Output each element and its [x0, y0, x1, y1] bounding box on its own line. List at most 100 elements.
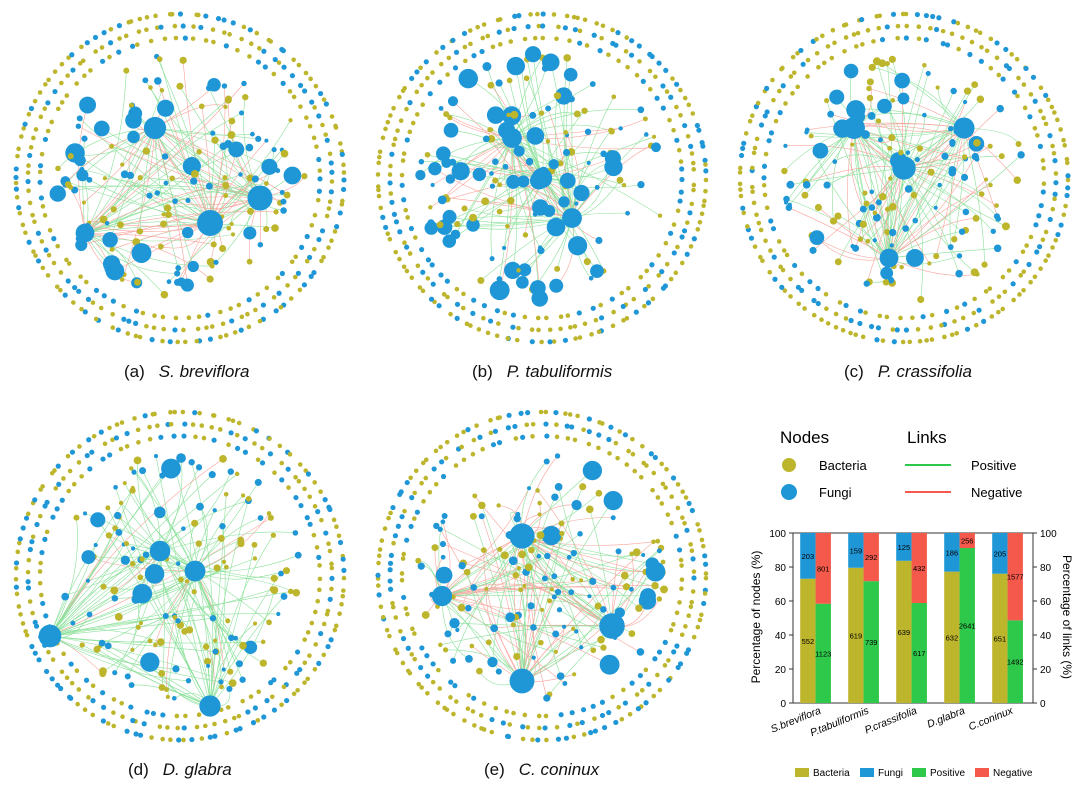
network-node — [431, 466, 437, 472]
network-node — [383, 126, 388, 132]
network-node — [907, 339, 913, 345]
network-node — [107, 452, 113, 458]
network-node — [487, 134, 496, 143]
caption-d: (d) D. glabra — [128, 760, 232, 780]
network-node — [865, 238, 871, 244]
network-node — [225, 705, 231, 710]
network-node — [559, 530, 565, 537]
network-node — [689, 151, 695, 156]
network-node — [55, 165, 61, 172]
network-node — [586, 160, 591, 166]
network-node — [575, 721, 580, 727]
network-node — [117, 221, 124, 229]
network-node — [132, 416, 137, 421]
network-node — [398, 118, 404, 124]
network-node — [536, 327, 541, 333]
network-node — [291, 94, 297, 100]
bar-bacteria — [944, 571, 960, 703]
network-node — [770, 77, 775, 83]
network-node — [872, 57, 881, 66]
network-node — [535, 737, 541, 743]
network-node — [414, 509, 420, 515]
network-node — [309, 99, 315, 105]
network-node — [42, 536, 48, 542]
network-node — [213, 564, 221, 572]
network-node — [990, 228, 996, 234]
network-node — [414, 89, 420, 95]
data-label-fungi: 186 — [946, 548, 959, 557]
y-tick-label-right: 40 — [1040, 631, 1052, 642]
network-node — [402, 240, 407, 246]
positive-link — [194, 570, 243, 680]
network-node — [820, 33, 825, 39]
network-node — [246, 258, 253, 265]
network-node — [805, 57, 811, 63]
network-node — [50, 657, 56, 662]
network-node — [917, 338, 923, 344]
network-node — [656, 596, 663, 602]
network-node — [281, 684, 287, 690]
network-node — [936, 15, 942, 21]
network-node — [675, 482, 681, 487]
network-node — [195, 464, 203, 471]
network-node — [205, 182, 213, 190]
network-node — [545, 138, 551, 144]
positive-link — [57, 127, 156, 169]
network-node — [208, 471, 216, 479]
network-node — [341, 567, 347, 573]
network-node — [894, 327, 900, 333]
network-node — [799, 287, 805, 294]
network-node — [329, 179, 335, 184]
bar-bacteria — [992, 573, 1008, 703]
positive-link — [180, 579, 211, 707]
network-node — [237, 536, 245, 544]
positive-link — [154, 127, 270, 168]
network-node — [20, 621, 26, 626]
network-node — [594, 21, 600, 26]
network-node — [454, 301, 461, 307]
network-node — [76, 460, 82, 465]
network-node — [703, 162, 708, 167]
network-node — [489, 183, 496, 189]
network-node — [904, 23, 910, 29]
positive-link — [84, 90, 163, 234]
network-node — [445, 174, 456, 184]
network-node — [209, 425, 215, 430]
network-node — [561, 624, 567, 629]
network-node — [676, 147, 682, 153]
network-node — [884, 314, 890, 320]
network-node — [81, 135, 88, 142]
positive-link — [194, 570, 297, 593]
network-node — [228, 306, 233, 311]
network-node — [154, 190, 161, 196]
network-node — [175, 265, 182, 271]
network-node — [38, 560, 43, 566]
y-tick-label-right: 0 — [1040, 699, 1046, 710]
network-node — [291, 691, 297, 697]
network-node — [922, 112, 927, 118]
network-node — [160, 290, 169, 299]
network-node — [321, 254, 326, 260]
network-node — [160, 712, 166, 718]
network-node — [506, 196, 515, 205]
network-node — [294, 551, 302, 559]
network-node — [241, 493, 246, 498]
network-node — [616, 58, 621, 64]
network-node — [136, 29, 142, 34]
network-hub-node — [509, 523, 535, 549]
network-node — [43, 82, 48, 87]
network-node — [220, 321, 226, 327]
network-node — [688, 542, 693, 547]
bar-positive — [911, 603, 927, 703]
negative-link — [521, 535, 641, 653]
network-node — [768, 130, 775, 136]
network-node — [478, 513, 485, 520]
network-node — [524, 46, 542, 63]
network-node — [211, 39, 216, 45]
y-tick-label-right: 100 — [1040, 529, 1057, 540]
network-node — [618, 126, 623, 131]
network-node — [201, 435, 207, 441]
network-node — [656, 273, 662, 278]
legend-fungi-marker — [781, 484, 797, 500]
network-node — [821, 60, 827, 66]
